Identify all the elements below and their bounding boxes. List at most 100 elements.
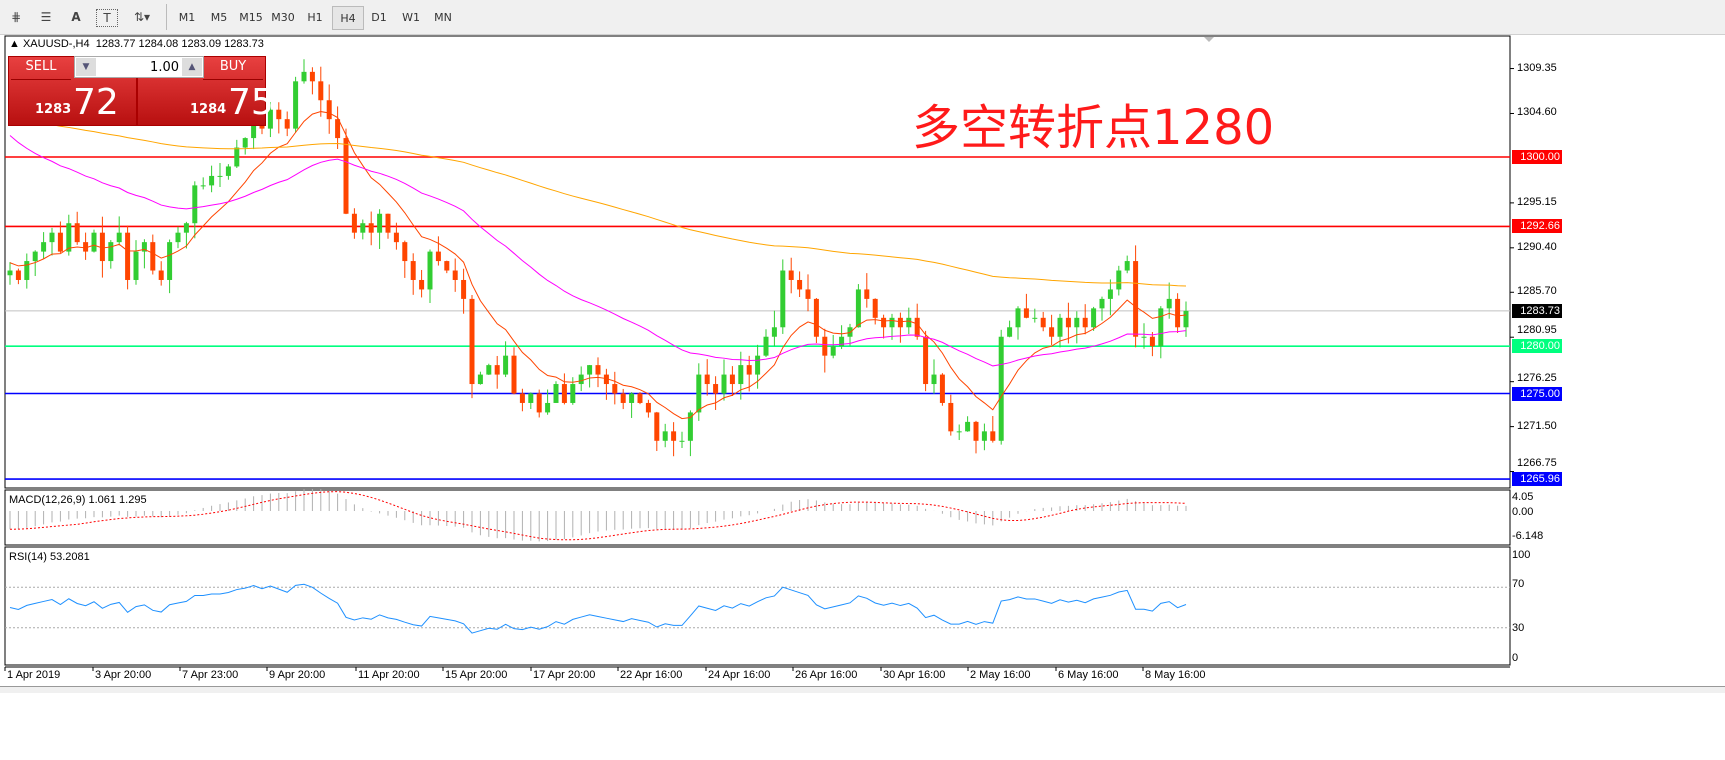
chart-tabs-bar	[0, 686, 1725, 693]
elliott-wave-icon[interactable]: ⋕	[10, 10, 22, 24]
date-axis-label: 24 Apr 16:00	[708, 669, 771, 681]
date-axis-label: 1 Apr 2019	[7, 669, 61, 681]
date-axis-label: 22 Apr 16:00	[620, 669, 683, 681]
candle-body	[108, 242, 114, 262]
text-icon[interactable]: A	[71, 10, 81, 24]
price-axis-label: 1271.50	[1517, 420, 1557, 432]
candle	[948, 394, 954, 436]
date-axis-label: 17 Apr 20:00	[533, 669, 596, 681]
timeframe-h1[interactable]: H1	[307, 10, 323, 24]
lot-decrease-button[interactable]: ▼	[76, 58, 96, 76]
candle	[738, 351, 744, 400]
candle	[830, 334, 836, 359]
candle	[1175, 293, 1181, 333]
candle	[654, 411, 660, 452]
candle-body	[755, 355, 761, 375]
candle-body	[897, 317, 903, 328]
candle	[1023, 293, 1029, 319]
arrows-icon[interactable]: ⇅▾	[133, 10, 151, 24]
price-axis-label: 1280.95	[1517, 324, 1557, 336]
candle	[511, 347, 517, 395]
candle	[427, 249, 433, 303]
chart-shift-marker	[1204, 37, 1214, 42]
candle	[981, 423, 987, 451]
chart-header: ▲ XAUUSD-,H4 1283.77 1284.08 1283.09 128…	[9, 38, 264, 50]
timeframe-m5[interactable]: M5	[210, 10, 228, 24]
lot-increase-button[interactable]: ▲	[182, 58, 202, 76]
candle-body	[948, 402, 954, 432]
macd-axis-min: -6.148	[1512, 530, 1544, 542]
candle	[385, 213, 391, 239]
candle	[763, 329, 769, 357]
symbol-label: XAUUSD-,H4	[22, 38, 90, 50]
candle-body	[981, 431, 987, 441]
candle-body	[452, 270, 458, 280]
timeframe-m30[interactable]: M30	[271, 10, 295, 24]
candle	[998, 329, 1004, 445]
candle-body	[469, 298, 475, 385]
candle	[125, 225, 131, 290]
rsi-frame	[4, 546, 1511, 666]
candle	[41, 232, 47, 259]
date-axis-label: 8 May 16:00	[1145, 669, 1206, 681]
candle	[141, 239, 147, 269]
candle	[1065, 302, 1071, 344]
fibonacci-icon[interactable]: ☰	[40, 10, 52, 24]
candle	[377, 209, 383, 249]
candle	[897, 312, 903, 343]
candle-body	[1032, 317, 1038, 319]
candle	[284, 111, 290, 137]
candle-body	[15, 270, 21, 280]
candle	[662, 423, 668, 448]
timeframe-h4[interactable]: H4	[332, 6, 364, 30]
candle-body	[284, 119, 290, 129]
timeframe-m15[interactable]: M15	[239, 10, 263, 24]
candle	[923, 330, 929, 392]
candle	[276, 102, 282, 134]
candle-body	[74, 223, 80, 243]
timeframe-w1[interactable]: W1	[402, 10, 420, 24]
candle-body	[729, 374, 735, 385]
candle	[318, 66, 324, 117]
price-axis-label: 1290.40	[1517, 241, 1557, 253]
text-label-icon[interactable]: T	[96, 9, 118, 27]
lot-size-input[interactable]: 1.00	[150, 60, 179, 75]
candle-body	[578, 374, 584, 385]
candle-body	[914, 317, 920, 337]
candle-body	[1149, 336, 1155, 347]
candle	[780, 259, 786, 334]
candle-body	[410, 261, 416, 280]
timeframe-d1[interactable]: D1	[371, 10, 387, 24]
macd-label: MACD(12,26,9) 1.061 1.295	[9, 494, 147, 506]
lot-size-stepper[interactable]: ▼ 1.00 ▲	[74, 56, 204, 78]
candle-body	[1116, 270, 1122, 290]
candle	[1183, 301, 1189, 337]
candle-body	[402, 242, 408, 262]
candle-body	[1107, 289, 1113, 299]
candle	[49, 227, 55, 256]
timeframe-m1[interactable]: M1	[178, 10, 196, 24]
candle	[839, 325, 845, 350]
date-axis-label: 26 Apr 16:00	[795, 669, 858, 681]
candle-body	[301, 71, 307, 82]
candle-body	[242, 138, 248, 148]
macd-axis-zero: 0.00	[1512, 506, 1534, 518]
candle	[435, 236, 441, 266]
candle	[444, 260, 450, 274]
candle	[729, 366, 735, 397]
timeframe-mn[interactable]: MN	[434, 10, 452, 24]
date-axis-label: 15 Apr 20:00	[445, 669, 508, 681]
candle-body	[830, 346, 836, 356]
candle-body	[956, 431, 962, 433]
candle	[1091, 306, 1097, 331]
candle-body	[1141, 336, 1147, 338]
candle	[1057, 313, 1063, 348]
candle	[452, 258, 458, 292]
candle-body	[763, 336, 769, 356]
price-level-tag: 1275.00	[1512, 387, 1562, 401]
candle	[746, 355, 752, 392]
candle	[797, 271, 803, 298]
candle	[91, 229, 97, 253]
candle-body	[553, 384, 559, 403]
